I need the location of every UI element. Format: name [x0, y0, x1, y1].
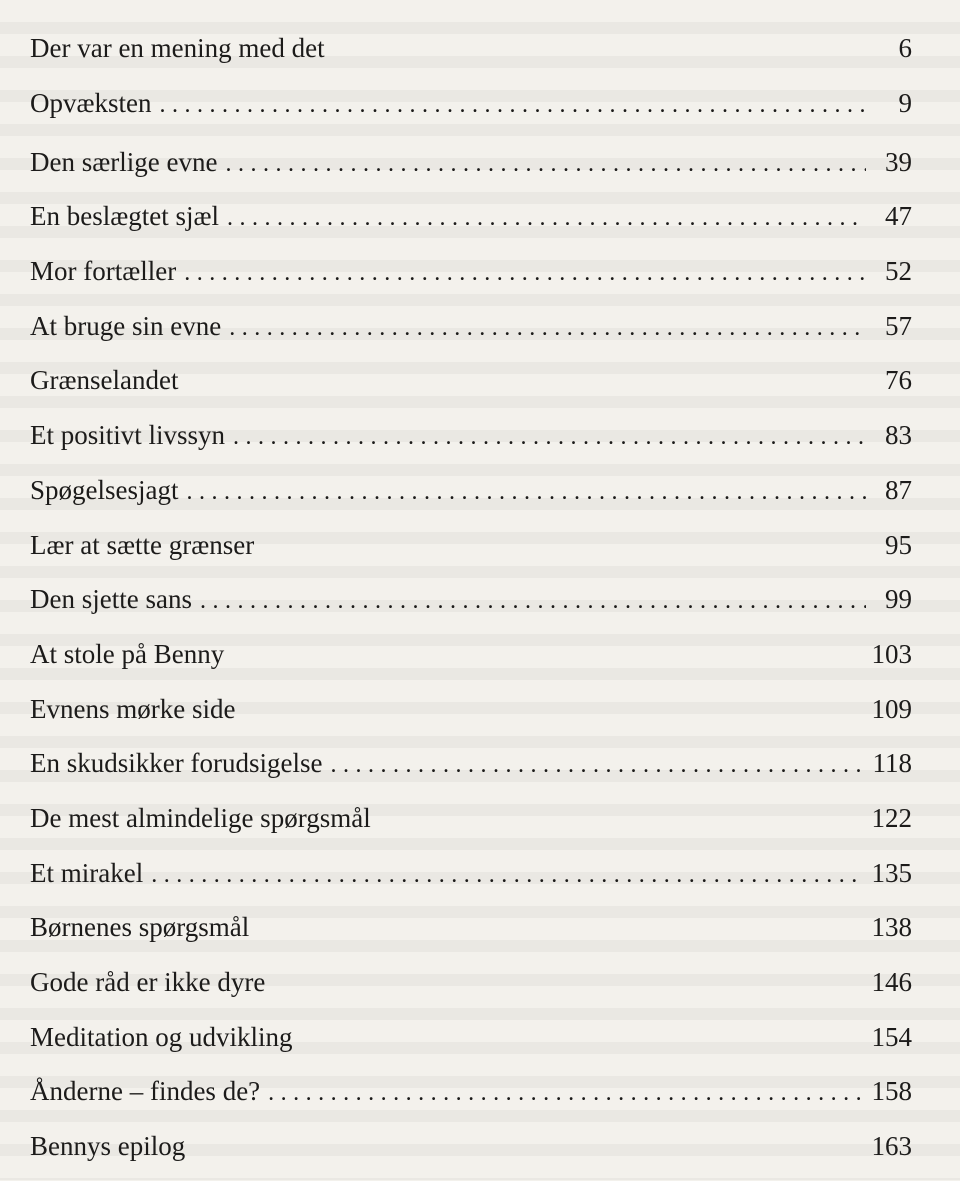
- dot-leader: ........................................…: [199, 588, 866, 615]
- toc-entry: Gode råd er ikke dyre 146: [30, 962, 912, 1017]
- toc-entry: Den særlige evne........................…: [30, 142, 912, 197]
- dot-leader: ........................................…: [229, 314, 866, 341]
- dot-leader: ........................................…: [330, 752, 863, 779]
- toc-entry: Spøgelsesjagt...........................…: [30, 470, 912, 525]
- toc-entry: Et mirakel..............................…: [30, 853, 912, 908]
- toc-entry-page-number: 122: [871, 802, 913, 833]
- table-of-contents: Der var en mening med det 6 Opvæksten.....…: [30, 28, 912, 1181]
- toc-entry-page-number: 146: [871, 967, 913, 997]
- toc-entry-page-number: 135: [871, 857, 913, 888]
- dot-leader: ........................................…: [184, 260, 866, 287]
- toc-entry: Bennys epilog 163: [30, 1126, 912, 1181]
- toc-entry-title: Der var en mening med det: [30, 33, 325, 63]
- toc-entry-page-number: 163: [871, 1131, 913, 1162]
- toc-entry-page-number: 9: [898, 87, 913, 118]
- toc-entry-page-number: 76: [885, 365, 912, 396]
- toc-entry-title: Ånderne – findes de?: [30, 1076, 261, 1107]
- toc-entry-title: Den sjette sans: [30, 584, 192, 615]
- dot-leader: ........................................…: [233, 424, 866, 451]
- toc-entry: Mor fortæller...........................…: [30, 251, 912, 306]
- dot-leader: ........................................…: [186, 478, 867, 505]
- toc-entry-page-number: 6: [898, 33, 913, 63]
- toc-entry-page-number: 154: [871, 1021, 913, 1052]
- toc-entry-title: Et mirakel: [30, 857, 144, 888]
- toc-entry-page-number: 83: [885, 420, 912, 451]
- toc-entry-page-number: 158: [871, 1076, 913, 1107]
- toc-entry: Børnenes spørgsmål 138: [30, 907, 912, 962]
- toc-entry-title: Børnenes spørgsmål: [30, 912, 250, 943]
- toc-entry: Den sjette sans.........................…: [30, 579, 912, 634]
- toc-entry-title: Meditation og udvikling: [30, 1021, 293, 1052]
- dot-leader: ........................................…: [151, 861, 861, 888]
- toc-entry: Meditation og udvikling 154: [30, 1017, 912, 1072]
- dot-leader: ........................................…: [159, 91, 867, 118]
- dot-leader: ........................................…: [225, 150, 866, 177]
- toc-entry: En skudsikker forudsigelse..............…: [30, 743, 912, 798]
- toc-entry-title: Lær at sætte grænser: [30, 529, 255, 560]
- toc-entry-title: Grænselandet: [30, 365, 179, 396]
- toc-entry-title: Opvæksten: [30, 87, 152, 118]
- toc-entry-page-number: 95: [885, 529, 912, 560]
- toc-entry-title: Mor fortæller: [30, 256, 177, 287]
- toc-entry-title: De mest almindelige spørgsmål: [30, 802, 371, 833]
- toc-entry-page-number: 52: [885, 256, 912, 287]
- toc-entry-title: Et positivt livssyn: [30, 420, 226, 451]
- toc-entry-page-number: 39: [885, 146, 912, 177]
- toc-entry: At bruge sin evne.......................…: [30, 306, 912, 361]
- toc-entry: Opvæksten...............................…: [30, 83, 912, 142]
- toc-entry: En beslægtet sjæl.......................…: [30, 196, 912, 251]
- toc-entry: Evnens mørke side 109: [30, 689, 912, 744]
- toc-entry-page-number: 57: [885, 310, 912, 341]
- toc-entry: Der var en mening med det 6: [30, 28, 912, 83]
- toc-entry-title: En skudsikker forudsigelse: [30, 748, 323, 779]
- toc-entry-page-number: 138: [871, 912, 913, 943]
- toc-entry-title: Gode råd er ikke dyre: [30, 967, 266, 997]
- toc-entry-title: At stole på Benny: [30, 638, 225, 669]
- toc-entry-page-number: 87: [885, 474, 912, 505]
- toc-entry: Et positivt livssyn.....................…: [30, 415, 912, 470]
- toc-entry-page-number: 118: [872, 748, 913, 779]
- toc-entry: Ånderne – findes de?....................…: [30, 1071, 912, 1126]
- toc-entry-title: Bennys epilog: [30, 1131, 186, 1162]
- toc-entry-page-number: 109: [871, 693, 913, 724]
- toc-entry-title: Evnens mørke side: [30, 693, 236, 724]
- toc-entry-title: Den særlige evne: [30, 146, 218, 177]
- dot-leader: ........................................…: [227, 205, 866, 232]
- toc-entry-page-number: 103: [871, 638, 913, 669]
- toc-entry-title: En beslægtet sjæl: [30, 201, 219, 232]
- toc-entry-title: Spøgelsesjagt: [30, 474, 179, 505]
- toc-entry: At stole på Benny 103: [30, 634, 912, 689]
- toc-entry-title: At bruge sin evne: [30, 310, 222, 341]
- toc-entry: De mest almindelige spørgsmål 122: [30, 798, 912, 853]
- toc-entry: Lær at sætte grænser 95: [30, 525, 912, 580]
- toc-entry-page-number: 99: [885, 584, 912, 615]
- toc-entry-page-number: 47: [885, 201, 912, 232]
- dot-leader: ........................................…: [268, 1080, 862, 1107]
- toc-entry: Grænselandet 76: [30, 360, 912, 415]
